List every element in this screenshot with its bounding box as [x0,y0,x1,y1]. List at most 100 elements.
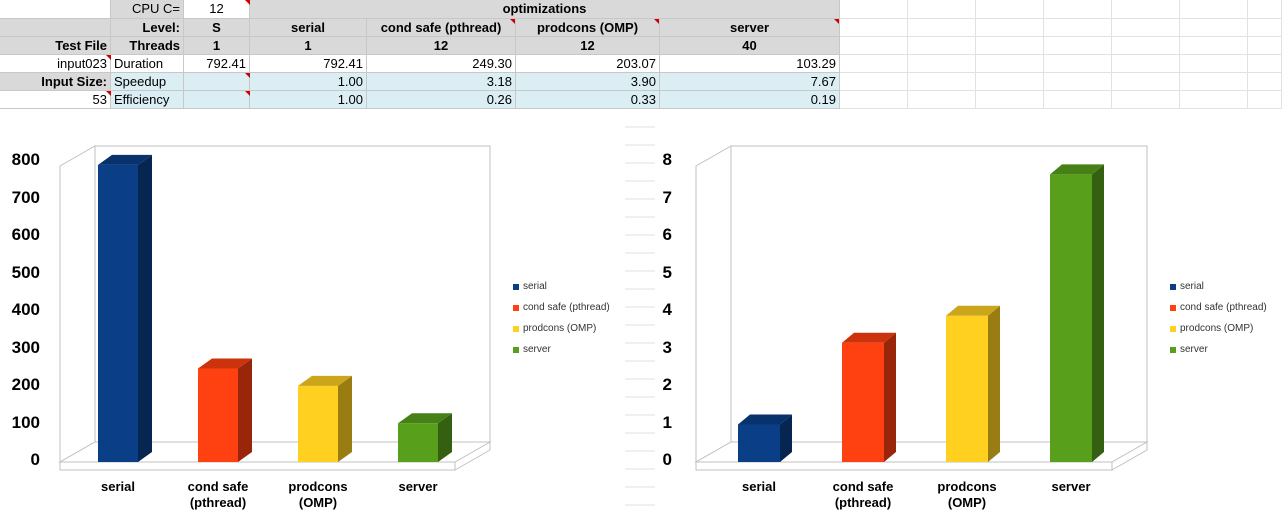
threads-value[interactable]: 40 [660,37,840,55]
empty-cell[interactable] [1248,37,1282,55]
empty-cell[interactable] [1248,55,1282,73]
bar-serial[interactable] [738,414,792,463]
empty-cell[interactable] [1044,37,1112,55]
bar-cond-safe-pthread[interactable] [842,332,896,462]
empty-cell[interactable] [1112,19,1180,37]
efficiency-value[interactable]: 0.19 [660,91,840,109]
duration-value[interactable]: 203.07 [516,55,660,73]
empty-cell[interactable] [840,73,908,91]
cpu-value[interactable]: 12 [184,0,250,19]
empty-cell[interactable] [976,19,1044,37]
efficiency-value[interactable]: 1.00 [250,91,367,109]
empty-cell[interactable] [1044,73,1112,91]
efficiency-value[interactable]: 0.26 [367,91,516,109]
bar-prodcons-omp[interactable] [946,305,1000,462]
threads-value[interactable]: 1 [250,37,367,55]
empty-cell[interactable] [840,91,908,109]
empty-cell[interactable] [840,0,908,19]
input-file-cell[interactable]: input023 [0,55,111,73]
duration-value[interactable]: 792.41 [250,55,367,73]
empty-cell[interactable] [976,91,1044,109]
comment-marker-icon [245,0,250,5]
efficiency-value[interactable]: 0.33 [516,91,660,109]
empty-cell[interactable] [908,19,976,37]
empty-cell[interactable] [1180,73,1248,91]
empty-cell[interactable] [1112,55,1180,73]
empty-cell[interactable] [976,37,1044,55]
level-value-serial[interactable]: serial [250,19,367,37]
bar-top [98,154,152,165]
bar-top [738,414,792,425]
empty-cell[interactable] [976,55,1044,73]
speedup-value[interactable]: 3.18 [367,73,516,91]
duration-chart[interactable]: serial cond safe (pthread) prodcons (OMP) s… [0,120,640,512]
empty-cell[interactable] [908,91,976,109]
level-value-s[interactable]: S [184,19,250,37]
empty-cell[interactable] [1044,19,1112,37]
speedup-value[interactable]: 7.67 [660,73,840,91]
empty-cell[interactable] [1112,0,1180,19]
bar-serial[interactable] [98,154,152,462]
speedup-label[interactable]: Speedup [111,73,184,91]
empty-cell[interactable] [0,19,111,37]
y-tick-label: 6 [662,225,672,244]
empty-cell[interactable] [1248,73,1282,91]
empty-cell[interactable] [1180,91,1248,109]
level-value-prodcons[interactable]: prodcons (OMP) [516,19,660,37]
empty-cell[interactable] [908,73,976,91]
empty-cell[interactable] [1248,91,1282,109]
input-size-label[interactable]: Input Size: [0,73,111,91]
input-size-value[interactable]: 53 [0,91,111,109]
empty-grid-area[interactable] [840,0,1282,110]
bar-server[interactable] [1050,164,1104,462]
speedup-value[interactable] [184,73,250,91]
empty-cell[interactable] [908,37,976,55]
empty-cell[interactable] [1248,0,1282,19]
empty-cell[interactable] [1112,91,1180,109]
level-label[interactable]: Level: [111,19,184,37]
empty-cell[interactable] [908,55,976,73]
empty-cell[interactable] [1044,0,1112,19]
duration-label[interactable]: Duration [111,55,184,73]
cpu-label[interactable]: CPU C= [111,0,184,19]
empty-cell[interactable] [1112,37,1180,55]
empty-cell[interactable] [1044,55,1112,73]
legend-swatch [1170,347,1176,353]
empty-cell[interactable] [976,0,1044,19]
level-value-server[interactable]: server [660,19,840,37]
level-value-cond-safe[interactable]: cond safe (pthread) [367,19,516,37]
efficiency-label[interactable]: Efficiency [111,91,184,109]
duration-value[interactable]: 792.41 [184,55,250,73]
optimizations-header[interactable]: optimizations [250,0,840,19]
bar-prodcons-omp[interactable] [298,375,352,462]
empty-cell[interactable] [1112,73,1180,91]
empty-cell[interactable] [1180,37,1248,55]
speedup-chart[interactable]: serial cond safe (pthread) prodcons (OMP) s… [640,120,1282,512]
duration-value[interactable]: 249.30 [367,55,516,73]
speedup-value[interactable]: 1.00 [250,73,367,91]
duration-value[interactable]: 103.29 [660,55,840,73]
test-file-label[interactable]: Test File [0,37,111,55]
empty-cell[interactable] [0,0,111,19]
spreadsheet-grid[interactable]: CPU C= 12 optimizations Level: S serial … [0,0,1282,110]
threads-value[interactable]: 12 [516,37,660,55]
empty-cell[interactable] [840,19,908,37]
threads-value[interactable]: 12 [367,37,516,55]
threads-value[interactable]: 1 [184,37,250,55]
empty-cell[interactable] [976,73,1044,91]
x-tick-label-line: serial [742,479,776,494]
bar-cond-safe-pthread[interactable] [198,358,252,462]
empty-cell[interactable] [1180,55,1248,73]
empty-cell[interactable] [1180,19,1248,37]
threads-label[interactable]: Threads [111,37,184,55]
bar-server[interactable] [398,413,452,462]
efficiency-value[interactable] [184,91,250,109]
empty-cell[interactable] [840,55,908,73]
speedup-value[interactable]: 3.90 [516,73,660,91]
empty-cell[interactable] [908,0,976,19]
empty-cell[interactable] [840,37,908,55]
empty-cell[interactable] [1044,91,1112,109]
bar-side [338,375,352,462]
empty-cell[interactable] [1248,19,1282,37]
empty-cell[interactable] [1180,0,1248,19]
